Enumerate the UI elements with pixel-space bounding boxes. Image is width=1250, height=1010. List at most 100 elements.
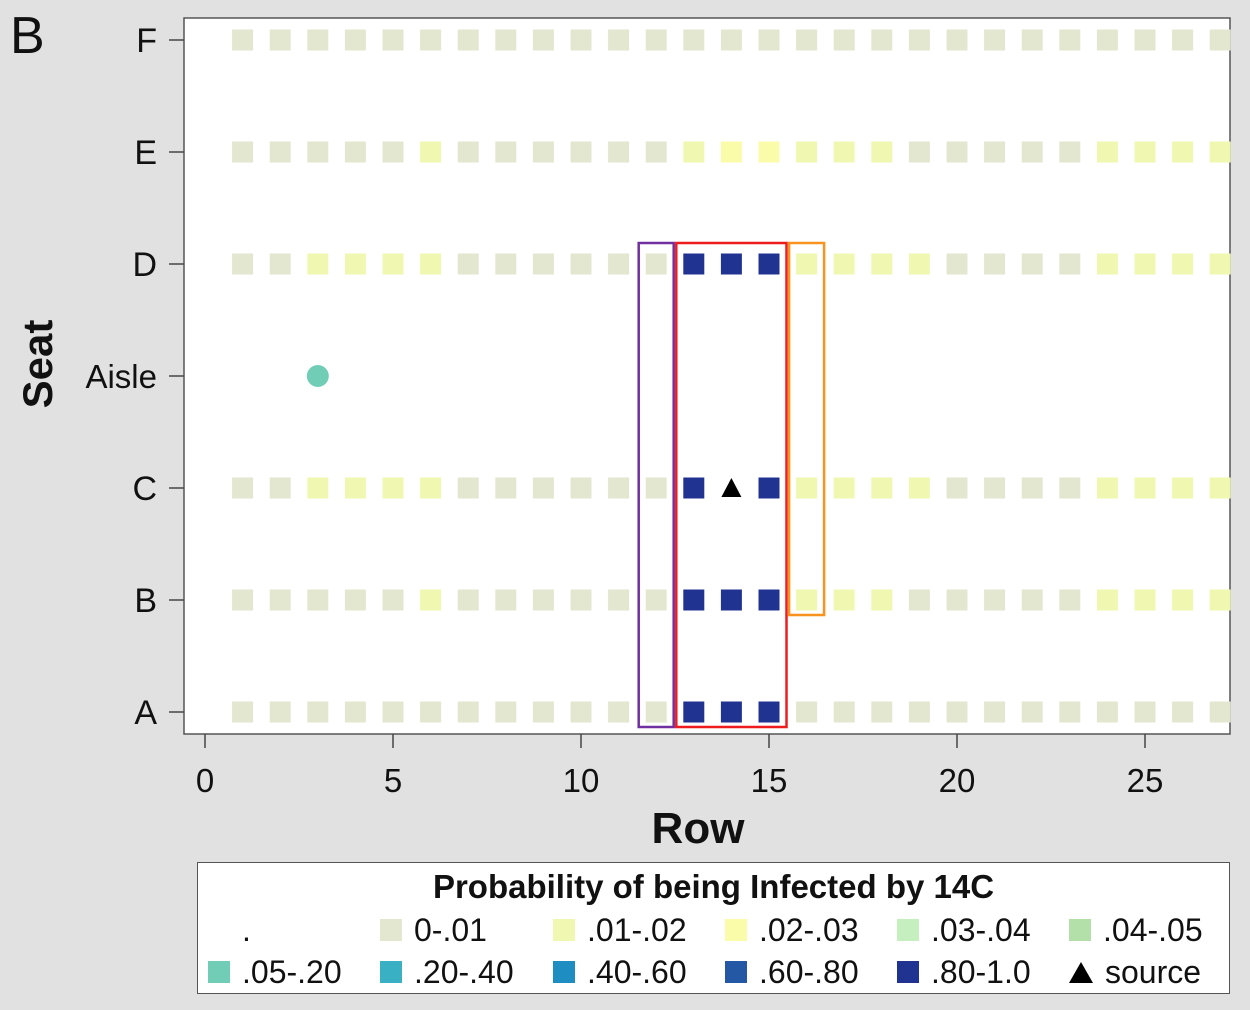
seat-cell-row26-D	[1172, 253, 1194, 275]
seat-cell-row23-E	[1059, 141, 1081, 163]
legend-label: .20-.40	[414, 953, 514, 990]
seat-cell-row7-B	[457, 589, 479, 611]
seat-cell-row15-F	[758, 29, 780, 51]
seat-cell-row5-A	[382, 701, 404, 723]
seat-cell-row24-F	[1096, 29, 1118, 51]
seat-cell-row6-E	[420, 141, 442, 163]
seat-cell-row13-C	[683, 477, 705, 499]
seat-cell-row1-C	[232, 477, 254, 499]
seat-cell-row10-D	[570, 253, 592, 275]
seat-cell-row20-E	[946, 141, 968, 163]
seat-cell-row7-F	[457, 29, 479, 51]
seat-cell-row9-A	[532, 701, 554, 723]
seat-cell-row3-A	[307, 701, 329, 723]
seat-cell-row16-A	[796, 701, 818, 723]
y-tick-label-B: B	[134, 582, 157, 620]
legend-label: .04-.05	[1103, 911, 1203, 948]
seat-cell-row22-A	[1021, 701, 1043, 723]
seat-cell-row13-D	[683, 253, 705, 275]
legend-swatch	[725, 919, 747, 941]
legend-item: .05-.20	[208, 952, 342, 992]
seat-cell-row26-B	[1172, 589, 1194, 611]
source-marker-row14-seat-C	[721, 478, 742, 497]
seat-cell-row21-B	[984, 589, 1006, 611]
seat-cell-row4-E	[344, 141, 366, 163]
seat-cell-row21-E	[984, 141, 1006, 163]
seat-cell-row7-D	[457, 253, 479, 275]
seat-cell-row20-D	[946, 253, 968, 275]
seat-cell-row22-B	[1021, 589, 1043, 611]
seat-cell-row3-E	[307, 141, 329, 163]
seat-cell-row9-C	[532, 477, 554, 499]
seat-cell-row12-E	[645, 141, 667, 163]
legend-swatch	[1069, 919, 1091, 941]
x-tick-label-25: 25	[1127, 762, 1164, 799]
seat-cell-row14-B	[720, 589, 742, 611]
legend-item: source	[1069, 952, 1201, 992]
seat-cell-row22-C	[1021, 477, 1043, 499]
legend-label: .05-.20	[242, 953, 342, 990]
legend: Probability of being Infected by 14C . 0-…	[197, 862, 1230, 994]
seat-cell-row17-D	[833, 253, 855, 275]
seat-cell-row20-A	[946, 701, 968, 723]
seat-cell-row18-D	[871, 253, 893, 275]
seat-cell-row10-F	[570, 29, 592, 51]
legend-item: .04-.05	[1069, 910, 1203, 950]
highlight-box-2	[675, 241, 788, 729]
seat-cell-row5-C	[382, 477, 404, 499]
legend-item: .20-.40	[380, 952, 514, 992]
seat-cell-row4-F	[344, 29, 366, 51]
seat-cell-row12-B	[645, 589, 667, 611]
legend-swatch	[208, 961, 230, 983]
legend-item: 0-.01	[380, 910, 487, 950]
seat-cell-row14-A	[720, 701, 742, 723]
seat-cell-row8-E	[495, 141, 517, 163]
legend-swatch	[897, 919, 919, 941]
seat-cell-row25-F	[1134, 29, 1156, 51]
legend-label: .60-.80	[759, 953, 859, 990]
seat-cell-row15-B	[758, 589, 780, 611]
seat-cell-row9-E	[532, 141, 554, 163]
aisle-point-row3	[306, 365, 329, 387]
seat-cell-row6-C	[420, 477, 442, 499]
seat-cell-row13-E	[683, 141, 705, 163]
seat-cell-row11-C	[608, 477, 630, 499]
legend-label: .03-.04	[931, 911, 1031, 948]
seat-cell-row17-F	[833, 29, 855, 51]
seat-cell-row26-A	[1172, 701, 1194, 723]
seat-cell-row15-E	[758, 141, 780, 163]
seat-cell-row11-B	[608, 589, 630, 611]
x-tick-label-0: 0	[196, 762, 214, 799]
seat-cell-row25-D	[1134, 253, 1156, 275]
legend-item: .02-.03	[725, 910, 859, 950]
seat-cell-row3-B	[307, 589, 329, 611]
legend-item: .80-1.0	[897, 952, 1031, 992]
seat-cell-row18-C	[871, 477, 893, 499]
legend-swatch	[380, 961, 402, 983]
legend-item: .03-.04	[897, 910, 1031, 950]
seat-cell-row27-A	[1209, 701, 1231, 723]
seat-cell-row8-C	[495, 477, 517, 499]
seat-cell-row27-E	[1209, 141, 1231, 163]
seat-cell-row3-F	[307, 29, 329, 51]
y-tick-label-Aisle: Aisle	[85, 358, 157, 395]
x-tick-label-10: 10	[563, 762, 600, 799]
seat-cell-row25-C	[1134, 477, 1156, 499]
seat-cell-row27-D	[1209, 253, 1231, 275]
seat-cell-row24-E	[1096, 141, 1118, 163]
seat-cell-row27-C	[1209, 477, 1231, 499]
x-tick-label-20: 20	[939, 762, 976, 799]
seat-cell-row18-E	[871, 141, 893, 163]
x-tick-label-15: 15	[751, 762, 788, 799]
seat-cell-row16-C	[796, 477, 818, 499]
seat-cell-row21-D	[984, 253, 1006, 275]
seat-cell-row11-D	[608, 253, 630, 275]
seat-cell-row14-F	[720, 29, 742, 51]
seat-cell-row6-D	[420, 253, 442, 275]
seat-cell-row4-B	[344, 589, 366, 611]
legend-item: .	[208, 910, 251, 950]
legend-swatch	[553, 919, 575, 941]
seat-cell-row3-D	[307, 253, 329, 275]
seat-cell-row14-E	[720, 141, 742, 163]
seat-cell-row2-F	[269, 29, 291, 51]
